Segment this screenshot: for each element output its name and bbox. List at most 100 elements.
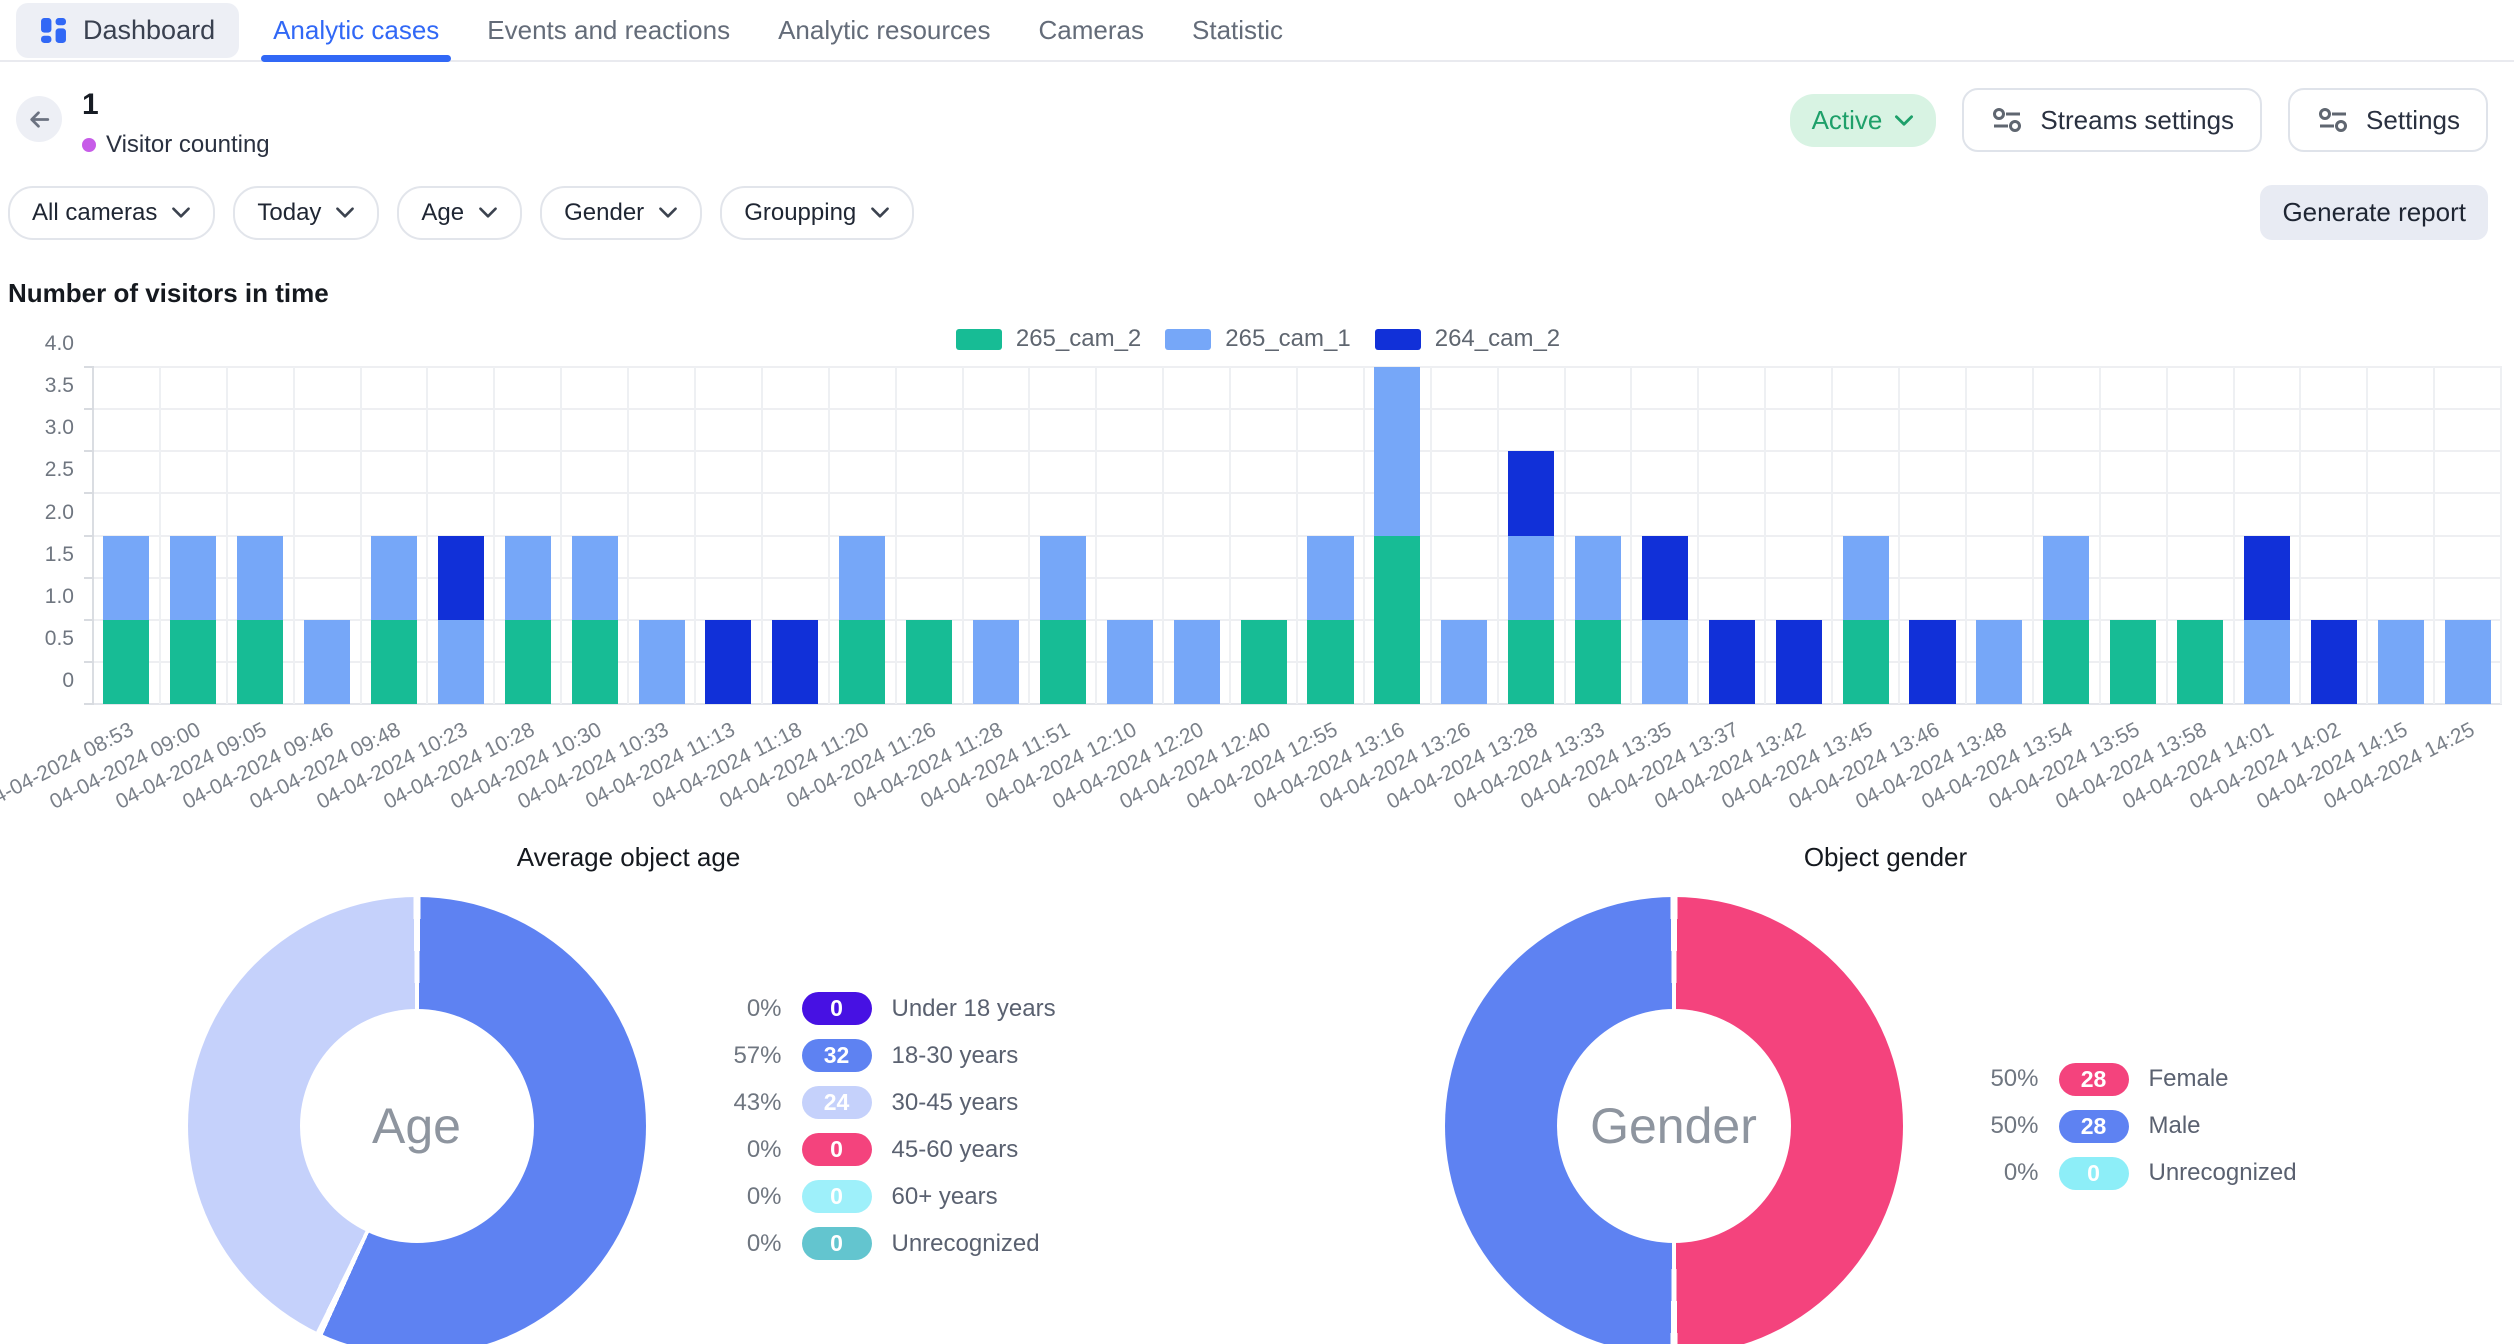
bar-segment-265-cam-1 (2043, 535, 2090, 620)
sliders-icon (2316, 103, 2350, 137)
bar-column: 04-04-2024 12:10 (982, 367, 1165, 814)
filter-label: Groupping (744, 198, 857, 226)
bar-column: 04-04-2024 12:55 (1183, 367, 1365, 814)
legend-item-18-30-years[interactable]: 57% 32 18-30 years (710, 1039, 1070, 1072)
bar-column: 04-04-2024 11:26 (783, 367, 964, 813)
legend-percent: 57% (733, 1041, 782, 1069)
bar-segment-265-cam-1 (1575, 535, 1622, 620)
bar-segment-265-cam-1 (304, 619, 351, 704)
tab-cameras[interactable]: Cameras (1038, 14, 1144, 45)
case-type-dot (82, 138, 96, 152)
y-tick-mark (84, 576, 94, 579)
legend-item-female[interactable]: 50% 28 Female (1967, 1062, 2327, 1096)
h-gridline (94, 703, 2502, 705)
legend-label: Unrecognized (891, 1229, 1040, 1257)
stacked-bar (2444, 367, 2491, 704)
bar-segment-265-cam-2 (1307, 619, 1354, 704)
bar-segment-265-cam-1 (1441, 619, 1488, 704)
stacked-bar (972, 367, 1020, 704)
settings-label: Settings (2366, 104, 2460, 135)
stacked-bar (705, 367, 752, 704)
y-tick-label: 2.5 (44, 458, 74, 482)
bar-segment-265-cam-1 (1173, 619, 1220, 704)
bar-segment-265-cam-2 (1240, 619, 1287, 704)
legend-item-264-cam-2[interactable]: 264_cam_2 (1374, 325, 1560, 353)
tab-statistic[interactable]: Statistic (1192, 14, 1284, 45)
filter-all-cameras[interactable]: All cameras (8, 185, 216, 240)
stacked-bar (2043, 367, 2090, 704)
top-nav: Dashboard Analytic cases Events and react… (0, 0, 2514, 62)
legend-count-badge: 0 (801, 1133, 872, 1166)
bar-column: 04-04-2024 12:40 (1116, 367, 1299, 814)
filter-gender[interactable]: Gender (540, 185, 703, 240)
stacked-bar (772, 367, 819, 704)
legend-item-male[interactable]: 50% 28 Male (1967, 1109, 2327, 1143)
legend-percent: 0% (746, 994, 782, 1022)
bar-segment-264-cam-2 (772, 619, 819, 704)
y-tick-label: 0 (62, 669, 74, 692)
back-button[interactable] (16, 96, 62, 142)
donut-charts-row: Average object age Age 0% 0 Under 18 years… (0, 842, 2514, 1344)
dashboard-button[interactable]: Dashboard (16, 2, 240, 58)
stacked-bar (2310, 367, 2357, 704)
filter-label: Gender (564, 198, 645, 226)
legend-label: Under 18 years (891, 994, 1056, 1022)
bar-segment-265-cam-2 (2043, 619, 2090, 704)
stacked-bar (2177, 367, 2224, 704)
bar-chart-legend: 265_cam_2 265_cam_1 264_cam_2 (8, 325, 2508, 353)
tab-events-and-reactions[interactable]: Events and reactions (487, 14, 731, 45)
legend-item-265-cam-2[interactable]: 265_cam_2 (955, 325, 1141, 353)
tab-analytic-resources[interactable]: Analytic resources (778, 14, 991, 45)
legend-item-60-years[interactable]: 0% 0 60+ years (710, 1180, 1070, 1213)
bar-column: 04-04-2024 11:51 (917, 367, 1098, 813)
bar-segment-265-cam-1 (2444, 619, 2491, 704)
bar-segment-264-cam-2 (1708, 619, 1755, 704)
legend-label: 18-30 years (891, 1041, 1019, 1069)
bar-segment-265-cam-2 (1508, 619, 1555, 704)
tab-analytic-cases[interactable]: Analytic cases (249, 0, 463, 62)
legend-item-45-60-years[interactable]: 0% 0 45-60 years (710, 1133, 1070, 1166)
bar-column: 04-04-2024 10:33 (514, 367, 697, 814)
stacked-bar (571, 367, 618, 704)
bar-column: 04-04-2024 08:53 (0, 367, 161, 814)
legend-item-unrecognized[interactable]: 0% 0 Unrecognized (710, 1227, 1070, 1260)
legend-item-unrecognized[interactable]: 0% 0 Unrecognized (1967, 1156, 2327, 1190)
bar-column: 04-04-2024 11:28 (850, 367, 1031, 813)
legend-item-30-45-years[interactable]: 43% 24 30-45 years (710, 1086, 1070, 1119)
stacked-bar (1374, 367, 1421, 704)
stacked-bar (1173, 367, 1220, 704)
bar-segment-265-cam-2 (839, 619, 886, 704)
generate-report-button[interactable]: Generate report (2260, 185, 2488, 240)
bar-segment-265-cam-2 (170, 619, 217, 704)
settings-button[interactable]: Settings (2288, 88, 2488, 152)
legend-percent: 0% (2003, 1159, 2039, 1186)
stacked-bar (170, 367, 217, 704)
status-dropdown[interactable]: Active (1789, 93, 1937, 147)
bar-segment-265-cam-1 (1039, 535, 1086, 620)
y-tick-label: 4.0 (44, 332, 74, 355)
streams-settings-button[interactable]: Streams settings (1962, 88, 2263, 152)
stacked-bar (1240, 367, 1287, 704)
legend-label: Unrecognized (2148, 1159, 2297, 1186)
y-tick-mark (84, 534, 94, 537)
filter-groupping[interactable]: Groupping (720, 185, 915, 240)
status-badge: Active (1811, 104, 1883, 135)
bar-segment-265-cam-1 (972, 619, 1020, 704)
filter-today[interactable]: Today (233, 185, 380, 240)
bar-segment-265-cam-2 (1842, 619, 1889, 704)
filter-age[interactable]: Age (397, 185, 523, 240)
chart-title: Number of visitors in time (8, 278, 329, 308)
legend-swatch (1165, 328, 1212, 350)
bar-column: 04-04-2024 13:55 (1985, 367, 2168, 814)
legend-label: 45-60 years (891, 1135, 1019, 1163)
visitors-chart-section: Number of visitors in time 265_cam_2 265_… (0, 278, 2508, 824)
legend-item-under-18-years[interactable]: 0% 0 Under 18 years (710, 992, 1070, 1025)
bar-column: 04-04-2024 09:48 (246, 367, 429, 814)
legend-label: 30-45 years (891, 1088, 1019, 1116)
gender-legend: 50% 28 Female 50% 28 Male 0% 0 Unrecognized (1967, 1062, 2327, 1190)
bar-segment-264-cam-2 (1641, 535, 1688, 620)
legend-item-265-cam-1[interactable]: 265_cam_1 (1165, 325, 1351, 353)
bar-segment-264-cam-2 (437, 535, 484, 620)
age-donut: Age (187, 897, 646, 1344)
bar-columns: 04-04-2024 08:53 04-04-2024 09:00 04-04-20… (0, 367, 2503, 814)
